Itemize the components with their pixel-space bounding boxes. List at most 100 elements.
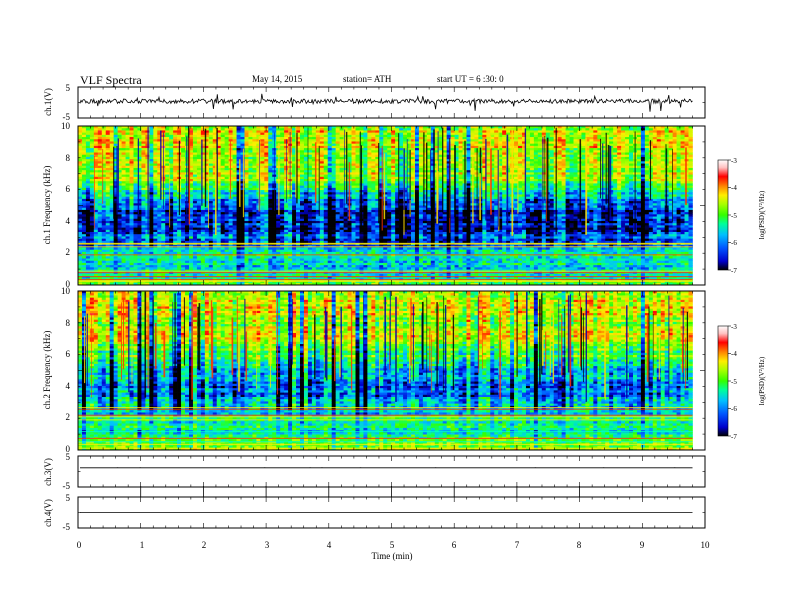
spec-cell xyxy=(86,177,90,180)
spec-cell xyxy=(332,206,336,209)
spec-cell xyxy=(328,232,332,235)
spec-cell xyxy=(98,128,102,131)
spec-cell xyxy=(197,261,201,264)
spec-cell xyxy=(328,179,332,182)
spec-cell xyxy=(336,139,340,142)
spec-cell xyxy=(209,225,213,228)
spec-cell xyxy=(141,133,145,136)
spec-cell xyxy=(225,139,229,142)
spec-cell xyxy=(137,232,141,235)
spec-cell xyxy=(90,144,94,147)
spec-cell xyxy=(264,179,268,182)
spec-cell xyxy=(126,214,130,217)
spec-cell xyxy=(106,221,110,224)
spec-cell xyxy=(312,219,316,222)
spec-cell xyxy=(308,254,312,257)
spec-cell xyxy=(284,247,288,250)
spec-cell xyxy=(280,168,284,171)
spec-cell xyxy=(276,137,280,140)
spec-cell xyxy=(165,201,169,204)
spec-cell xyxy=(336,206,340,209)
spec-cell xyxy=(237,157,241,160)
spec-cell xyxy=(130,239,134,242)
spec-cell xyxy=(122,161,126,164)
spec-cell xyxy=(280,199,284,202)
spec-cell xyxy=(229,128,233,131)
spec-cell xyxy=(114,254,118,257)
spec-cell xyxy=(308,181,312,184)
spec-cell xyxy=(90,214,94,217)
spec-cell xyxy=(237,274,241,277)
spec-cell xyxy=(268,259,272,262)
spec-cell xyxy=(221,223,225,226)
spec-cell xyxy=(328,225,332,228)
spec-cell xyxy=(312,250,316,253)
spec-cell xyxy=(225,197,229,200)
spec-cell xyxy=(332,230,336,233)
spec-cell xyxy=(209,234,213,237)
spec-cell xyxy=(217,234,221,237)
spec-cell xyxy=(336,186,340,189)
spec-cell xyxy=(90,164,94,167)
spec-cell xyxy=(122,170,126,173)
spec-cell xyxy=(130,172,134,175)
spec-cell xyxy=(90,133,94,136)
spec-cell xyxy=(149,206,153,209)
spec-cell xyxy=(98,201,102,204)
spec-cell xyxy=(237,256,241,259)
spec-cell xyxy=(245,164,249,167)
spec-cell xyxy=(161,223,165,226)
spec-cell xyxy=(245,265,249,268)
spec-cell xyxy=(106,181,110,184)
spec-cell xyxy=(153,137,157,140)
spec-cell xyxy=(141,203,145,206)
spec-cell xyxy=(137,267,141,270)
spec-cell xyxy=(320,168,324,171)
spec-cell xyxy=(106,203,110,206)
spec-cell xyxy=(149,133,153,136)
spec-cell xyxy=(292,212,296,215)
spec-cell xyxy=(149,236,153,239)
spec-cell xyxy=(233,221,237,224)
spec-cell xyxy=(324,203,328,206)
spec-cell xyxy=(308,208,312,211)
spec-cell xyxy=(98,261,102,264)
spec-cell xyxy=(340,186,344,189)
spec-cell xyxy=(82,236,86,239)
spec-cell xyxy=(252,133,256,136)
spec-cell xyxy=(90,203,94,206)
spec-cell xyxy=(264,192,268,195)
spec-cell xyxy=(86,201,90,204)
spec-cell xyxy=(197,128,201,131)
spec-cell xyxy=(225,172,229,175)
spec-cell xyxy=(237,148,241,151)
spec-cell xyxy=(86,161,90,164)
spec-cell xyxy=(340,194,344,197)
spec-cell xyxy=(153,252,157,255)
spec-cell xyxy=(153,217,157,220)
spec-cell xyxy=(252,157,256,160)
spec-cell xyxy=(102,146,106,149)
spec-cell xyxy=(237,250,241,253)
spec-cell xyxy=(82,252,86,255)
spec-cell xyxy=(340,168,344,171)
spec-cell xyxy=(260,263,264,266)
spec-cell xyxy=(86,144,90,147)
spec-cell xyxy=(197,250,201,253)
spec-cell xyxy=(134,146,138,149)
spec-cell xyxy=(332,239,336,242)
spec-cell xyxy=(233,206,237,209)
spec-cell xyxy=(130,141,134,144)
spec-cell xyxy=(328,250,332,253)
spec-cell xyxy=(78,146,82,149)
spec-cell xyxy=(237,217,241,220)
spec-cell xyxy=(328,183,332,186)
spec-cell xyxy=(82,157,86,160)
spec-cell xyxy=(173,236,177,239)
spec-cell xyxy=(197,190,201,193)
spec-cell xyxy=(241,234,245,237)
spec-cell xyxy=(336,157,340,160)
spec-cell xyxy=(292,199,296,202)
spec-cell xyxy=(248,199,252,202)
spec-cell xyxy=(248,159,252,162)
